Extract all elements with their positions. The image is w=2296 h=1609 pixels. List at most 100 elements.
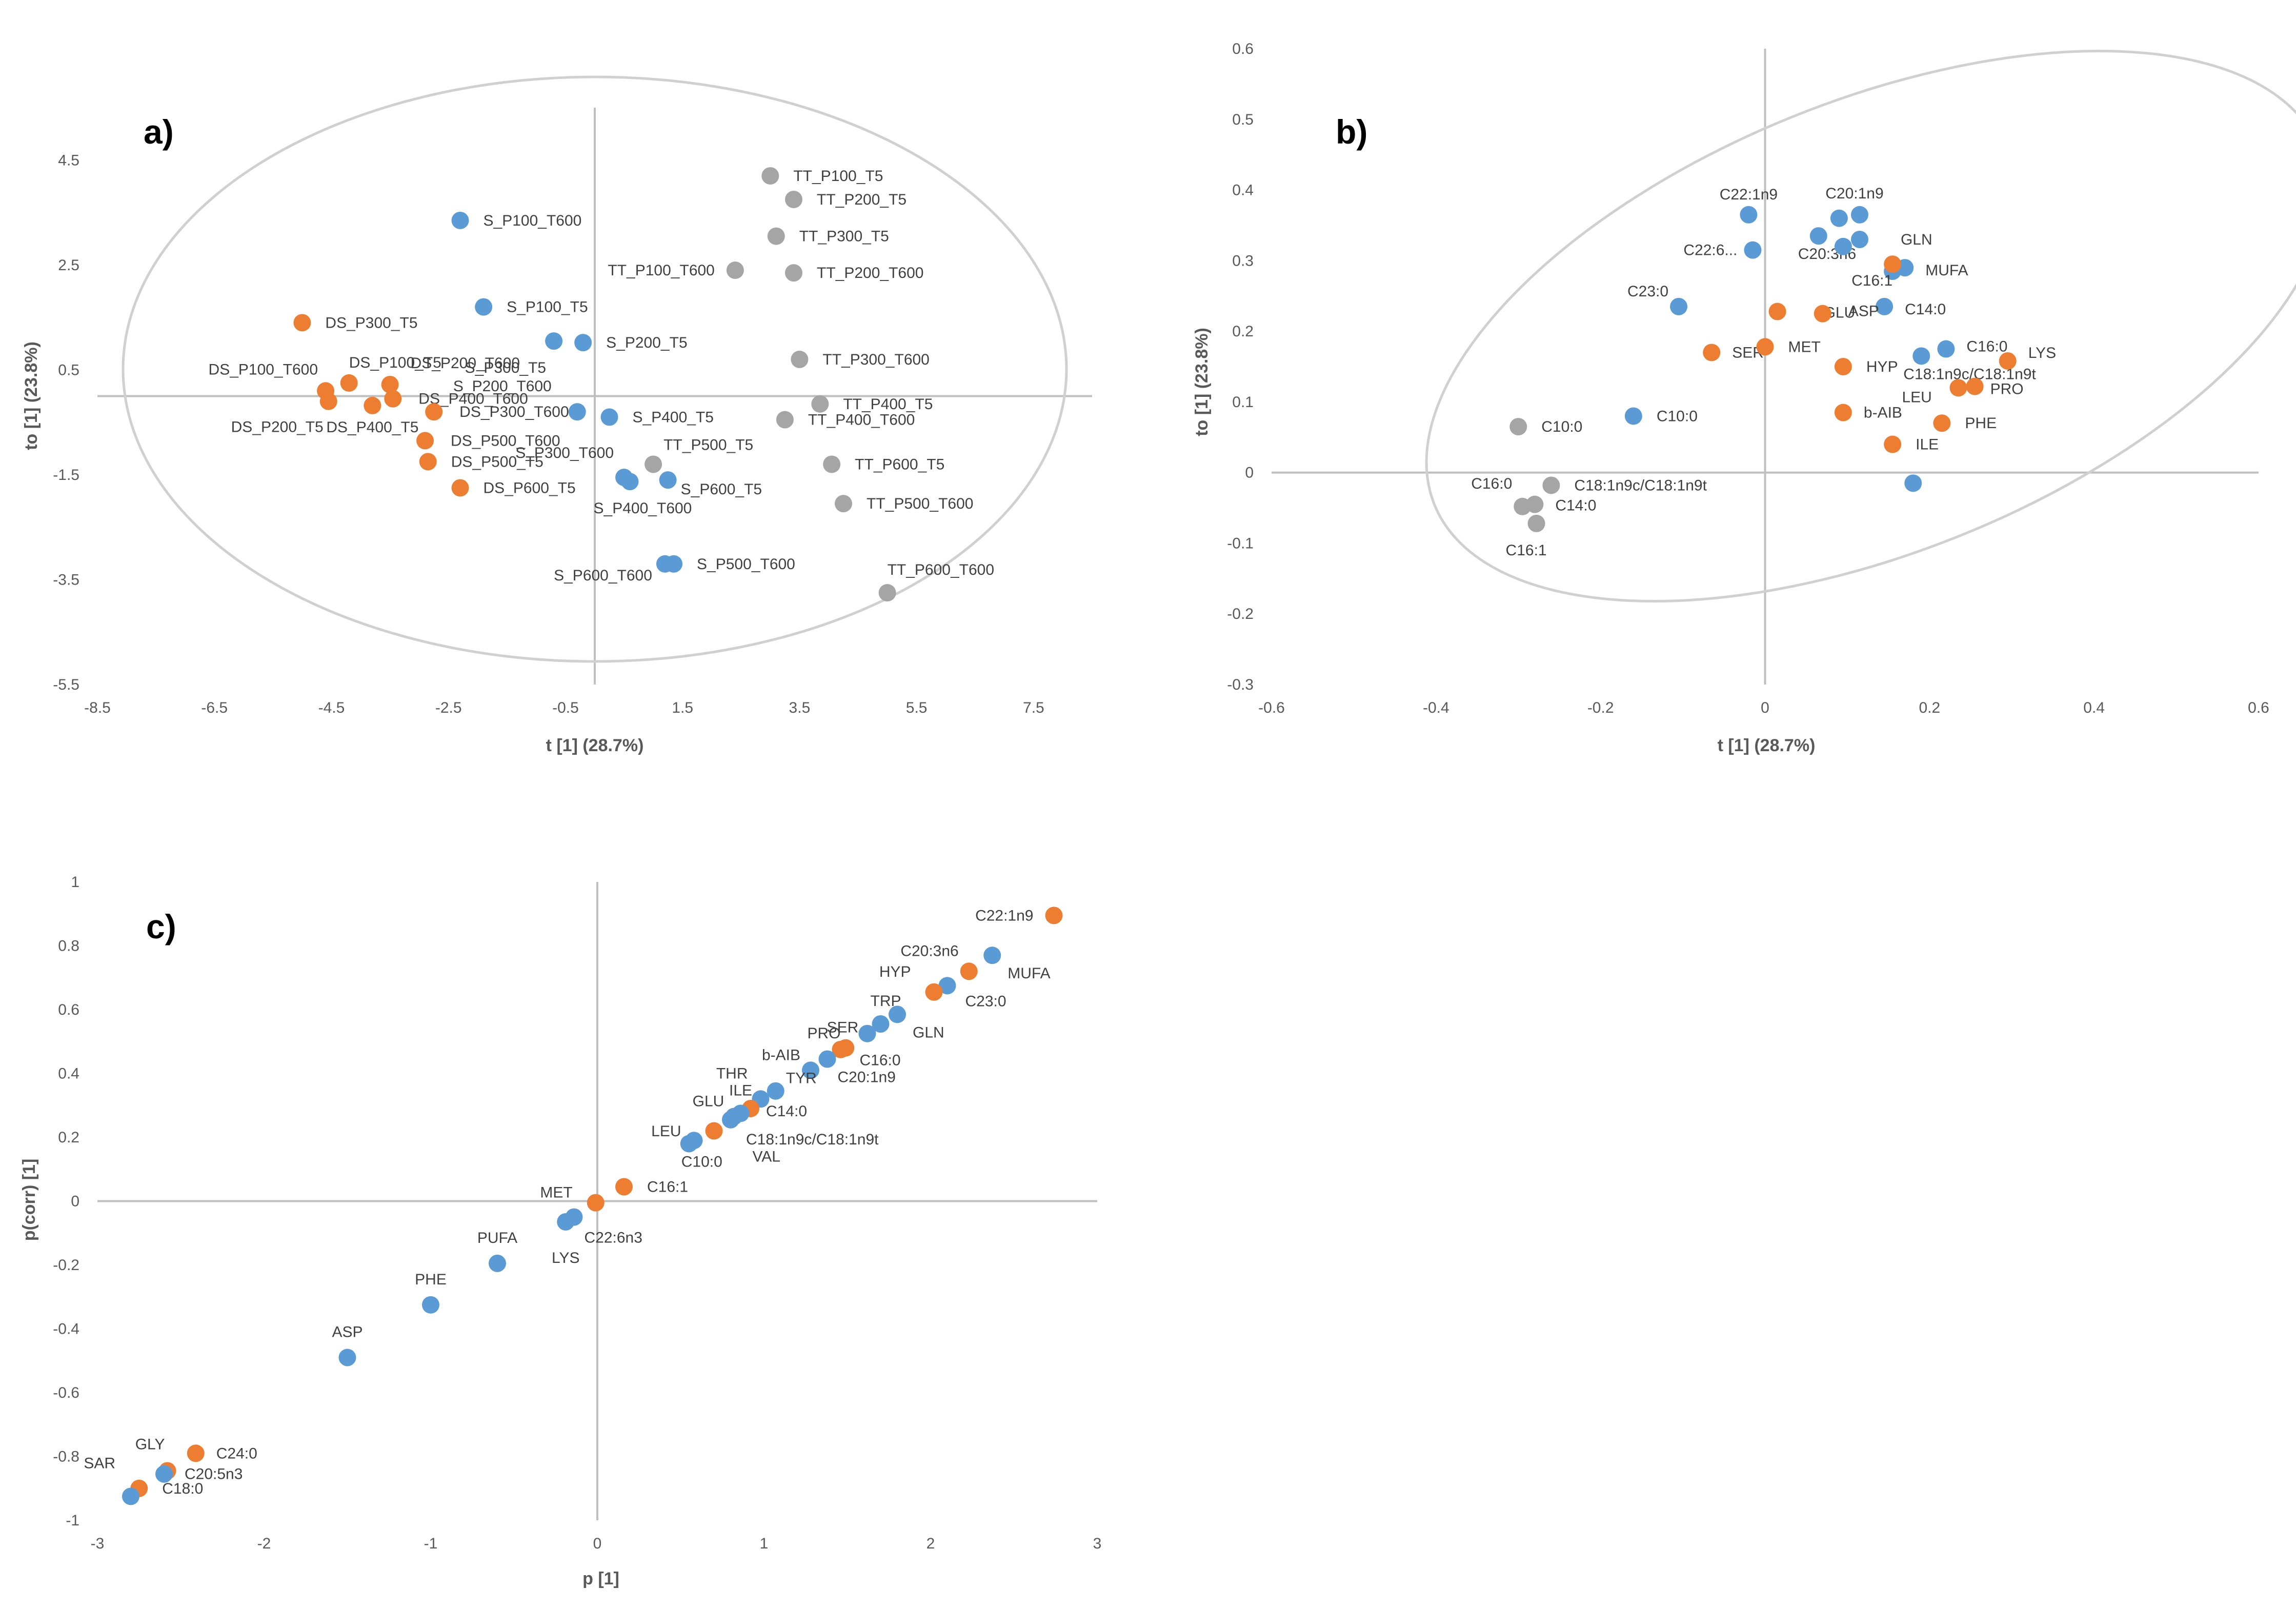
y-tick-label: 0.4	[1232, 182, 1254, 199]
data-point	[1834, 358, 1852, 375]
y-tick-label: 0.5	[58, 361, 79, 378]
data-point	[1933, 414, 1951, 432]
x-tick-label: -3	[91, 1535, 105, 1552]
data-point	[1850, 231, 1868, 248]
data-point	[1904, 474, 1922, 492]
x-tick-label: 1	[760, 1535, 769, 1552]
point-label: S_P100_T600	[484, 212, 582, 229]
point-label: C14:0	[1905, 301, 1946, 318]
data-point	[1670, 297, 1688, 315]
point-label: C23:0	[965, 993, 1006, 1010]
point-label: C16:1	[1506, 542, 1547, 559]
x-tick-label: -0.2	[1587, 699, 1614, 716]
x-tick-label: 1.5	[672, 699, 693, 716]
confidence-ellipse	[122, 75, 1068, 663]
data-point	[1830, 209, 1848, 227]
data-point	[960, 962, 978, 980]
data-point	[422, 1296, 439, 1314]
point-label: C16:0	[1966, 338, 2007, 355]
point-label: GLN	[1901, 231, 1932, 248]
data-point	[925, 983, 943, 1001]
data-point	[1949, 379, 1967, 397]
point-label: MET	[540, 1184, 572, 1201]
data-point	[767, 227, 785, 245]
x-axis-label: t [1] (28.7%)	[546, 736, 644, 755]
y-tick-label: 0	[1245, 465, 1254, 481]
data-point	[451, 479, 469, 497]
point-label: THR	[716, 1065, 748, 1082]
data-point	[364, 396, 381, 414]
y-tick-label: 2.5	[58, 257, 79, 274]
data-point	[1966, 377, 1984, 395]
point-label: S_P200_T5	[606, 334, 687, 351]
point-label: TT_P500_T600	[867, 495, 973, 512]
data-point	[1542, 476, 1560, 494]
point-label: DS_P100_T600	[209, 361, 318, 378]
point-label: MUFA	[1925, 262, 1968, 279]
point-label: DS_P300_T5	[325, 314, 417, 331]
point-label: C18:1n9c/C18:1n9t	[1574, 477, 1707, 494]
data-point	[419, 453, 437, 471]
data-point	[776, 411, 794, 429]
y-tick-label: -1	[66, 1512, 79, 1529]
data-point	[983, 947, 1001, 964]
data-point	[832, 1040, 850, 1058]
point-label: C18:1n9c/C18:1n9t	[746, 1131, 879, 1148]
y-axis-label: to [1] (23.8%)	[22, 341, 41, 450]
point-label: DS_P200_T5	[231, 419, 324, 436]
data-point	[785, 190, 802, 208]
point-label: DS_P100_T5	[349, 354, 441, 371]
y-tick-label: 0.2	[1232, 323, 1254, 340]
point-label: C22:1n9	[975, 907, 1033, 924]
data-point	[384, 390, 402, 408]
data-point	[451, 211, 469, 229]
data-point	[122, 1487, 139, 1505]
point-label: C16:1	[1851, 272, 1892, 289]
point-label: TRP	[871, 993, 901, 1010]
panel-label: a)	[144, 113, 174, 151]
data-point	[600, 408, 618, 426]
data-point	[545, 332, 563, 350]
y-tick-label: 0.5	[1232, 111, 1254, 128]
point-label: MUFA	[1008, 965, 1050, 982]
point-label: TT_P600_T600	[888, 561, 994, 578]
y-tick-label: -0.2	[1227, 606, 1254, 622]
point-label: C22:6n3	[585, 1230, 642, 1246]
data-point	[705, 1122, 723, 1140]
data-point	[587, 1194, 605, 1212]
point-label: S_P600_T600	[554, 567, 652, 584]
y-tick-label: -0.3	[1227, 676, 1254, 693]
x-tick-label: 0	[593, 1535, 602, 1552]
y-tick-label: 0.6	[1232, 41, 1254, 57]
point-label: DS_P600_T5	[484, 479, 576, 496]
data-point	[1884, 435, 1902, 453]
point-label: VAL	[753, 1149, 780, 1165]
data-point	[835, 495, 852, 513]
y-tick-label: -3.5	[53, 571, 79, 588]
x-tick-label: -2.5	[435, 699, 462, 716]
point-label: ASP	[332, 1324, 362, 1341]
data-point	[425, 403, 443, 421]
point-label: PUFA	[477, 1230, 517, 1246]
x-tick-label: -8.5	[84, 699, 111, 716]
point-label: TT_P300_T600	[822, 351, 929, 368]
y-tick-label: -0.1	[1227, 535, 1254, 552]
point-label: S_P600_T5	[681, 481, 762, 498]
data-point	[1937, 340, 1955, 358]
data-point	[1768, 303, 1786, 320]
y-tick-label: 0.3	[1232, 252, 1254, 269]
data-point	[889, 1005, 906, 1023]
point-label: S_P400_T600	[594, 500, 692, 517]
data-point	[858, 1024, 876, 1042]
point-label: C20:1n9	[838, 1069, 896, 1085]
data-point	[1740, 206, 1758, 224]
point-label: C14:0	[1555, 497, 1596, 514]
point-label: PRO	[807, 1025, 840, 1042]
x-tick-label: -0.4	[1423, 699, 1449, 716]
data-point	[791, 350, 809, 368]
point-label: C10:0	[1541, 418, 1582, 435]
data-point	[1756, 338, 1774, 356]
data-point	[1744, 241, 1762, 259]
point-label: S_P500_T600	[697, 556, 795, 573]
